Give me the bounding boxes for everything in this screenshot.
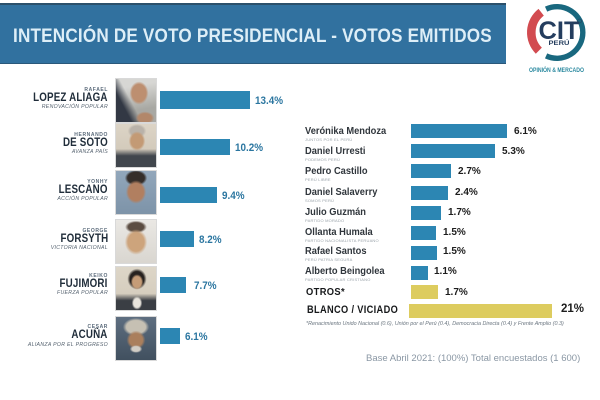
svg-text:CIT: CIT — [539, 17, 580, 45]
svg-text:PERÚ: PERÚ — [549, 38, 570, 47]
svg-text:OPINIÓN & MERCADO: OPINIÓN & MERCADO — [529, 65, 584, 74]
